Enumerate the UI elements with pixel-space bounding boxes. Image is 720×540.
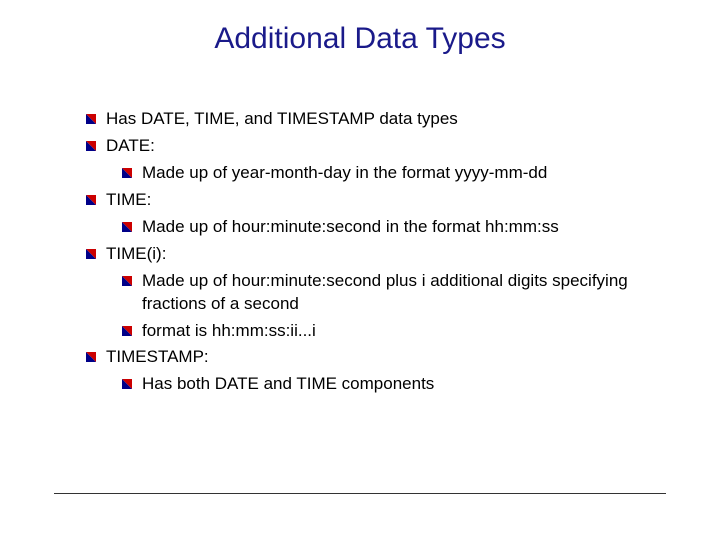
list-item-text: TIME: <box>106 189 660 212</box>
slide: Additional Data Types Has DATE, TIME, an… <box>0 0 720 540</box>
list-item-text: Made up of hour:minute:second plus i add… <box>142 270 660 316</box>
bullet-icon <box>122 168 132 178</box>
bullet-icon <box>122 276 132 286</box>
slide-body: Has DATE, TIME, and TIMESTAMP data types… <box>86 108 660 400</box>
list-item: Made up of year-month-day in the format … <box>122 162 660 185</box>
footer-divider <box>54 493 666 494</box>
list-item: Has DATE, TIME, and TIMESTAMP data types <box>86 108 660 131</box>
bullet-icon <box>122 222 132 232</box>
list-item: TIME: <box>86 189 660 212</box>
list-item-text: TIME(i): <box>106 243 660 266</box>
list-item: TIMESTAMP: <box>86 346 660 369</box>
list-item: DATE: <box>86 135 660 158</box>
list-item-text: DATE: <box>106 135 660 158</box>
bullet-icon <box>86 195 96 205</box>
list-item-text: Made up of year-month-day in the format … <box>142 162 660 185</box>
bullet-icon <box>86 249 96 259</box>
list-item-text: Made up of hour:minute:second in the for… <box>142 216 660 239</box>
bullet-icon <box>86 352 96 362</box>
bullet-icon <box>122 326 132 336</box>
list-item: Made up of hour:minute:second plus i add… <box>122 270 660 316</box>
list-item-text: Has both DATE and TIME components <box>142 373 660 396</box>
bullet-icon <box>86 141 96 151</box>
bullet-icon <box>86 114 96 124</box>
list-item: format is hh:mm:ss:ii...i <box>122 320 660 343</box>
list-item-text: Has DATE, TIME, and TIMESTAMP data types <box>106 108 660 131</box>
list-item: Made up of hour:minute:second in the for… <box>122 216 660 239</box>
list-item-text: TIMESTAMP: <box>106 346 660 369</box>
list-item: Has both DATE and TIME components <box>122 373 660 396</box>
slide-title: Additional Data Types <box>0 22 720 56</box>
list-item-text: format is hh:mm:ss:ii...i <box>142 320 660 343</box>
list-item: TIME(i): <box>86 243 660 266</box>
bullet-icon <box>122 379 132 389</box>
